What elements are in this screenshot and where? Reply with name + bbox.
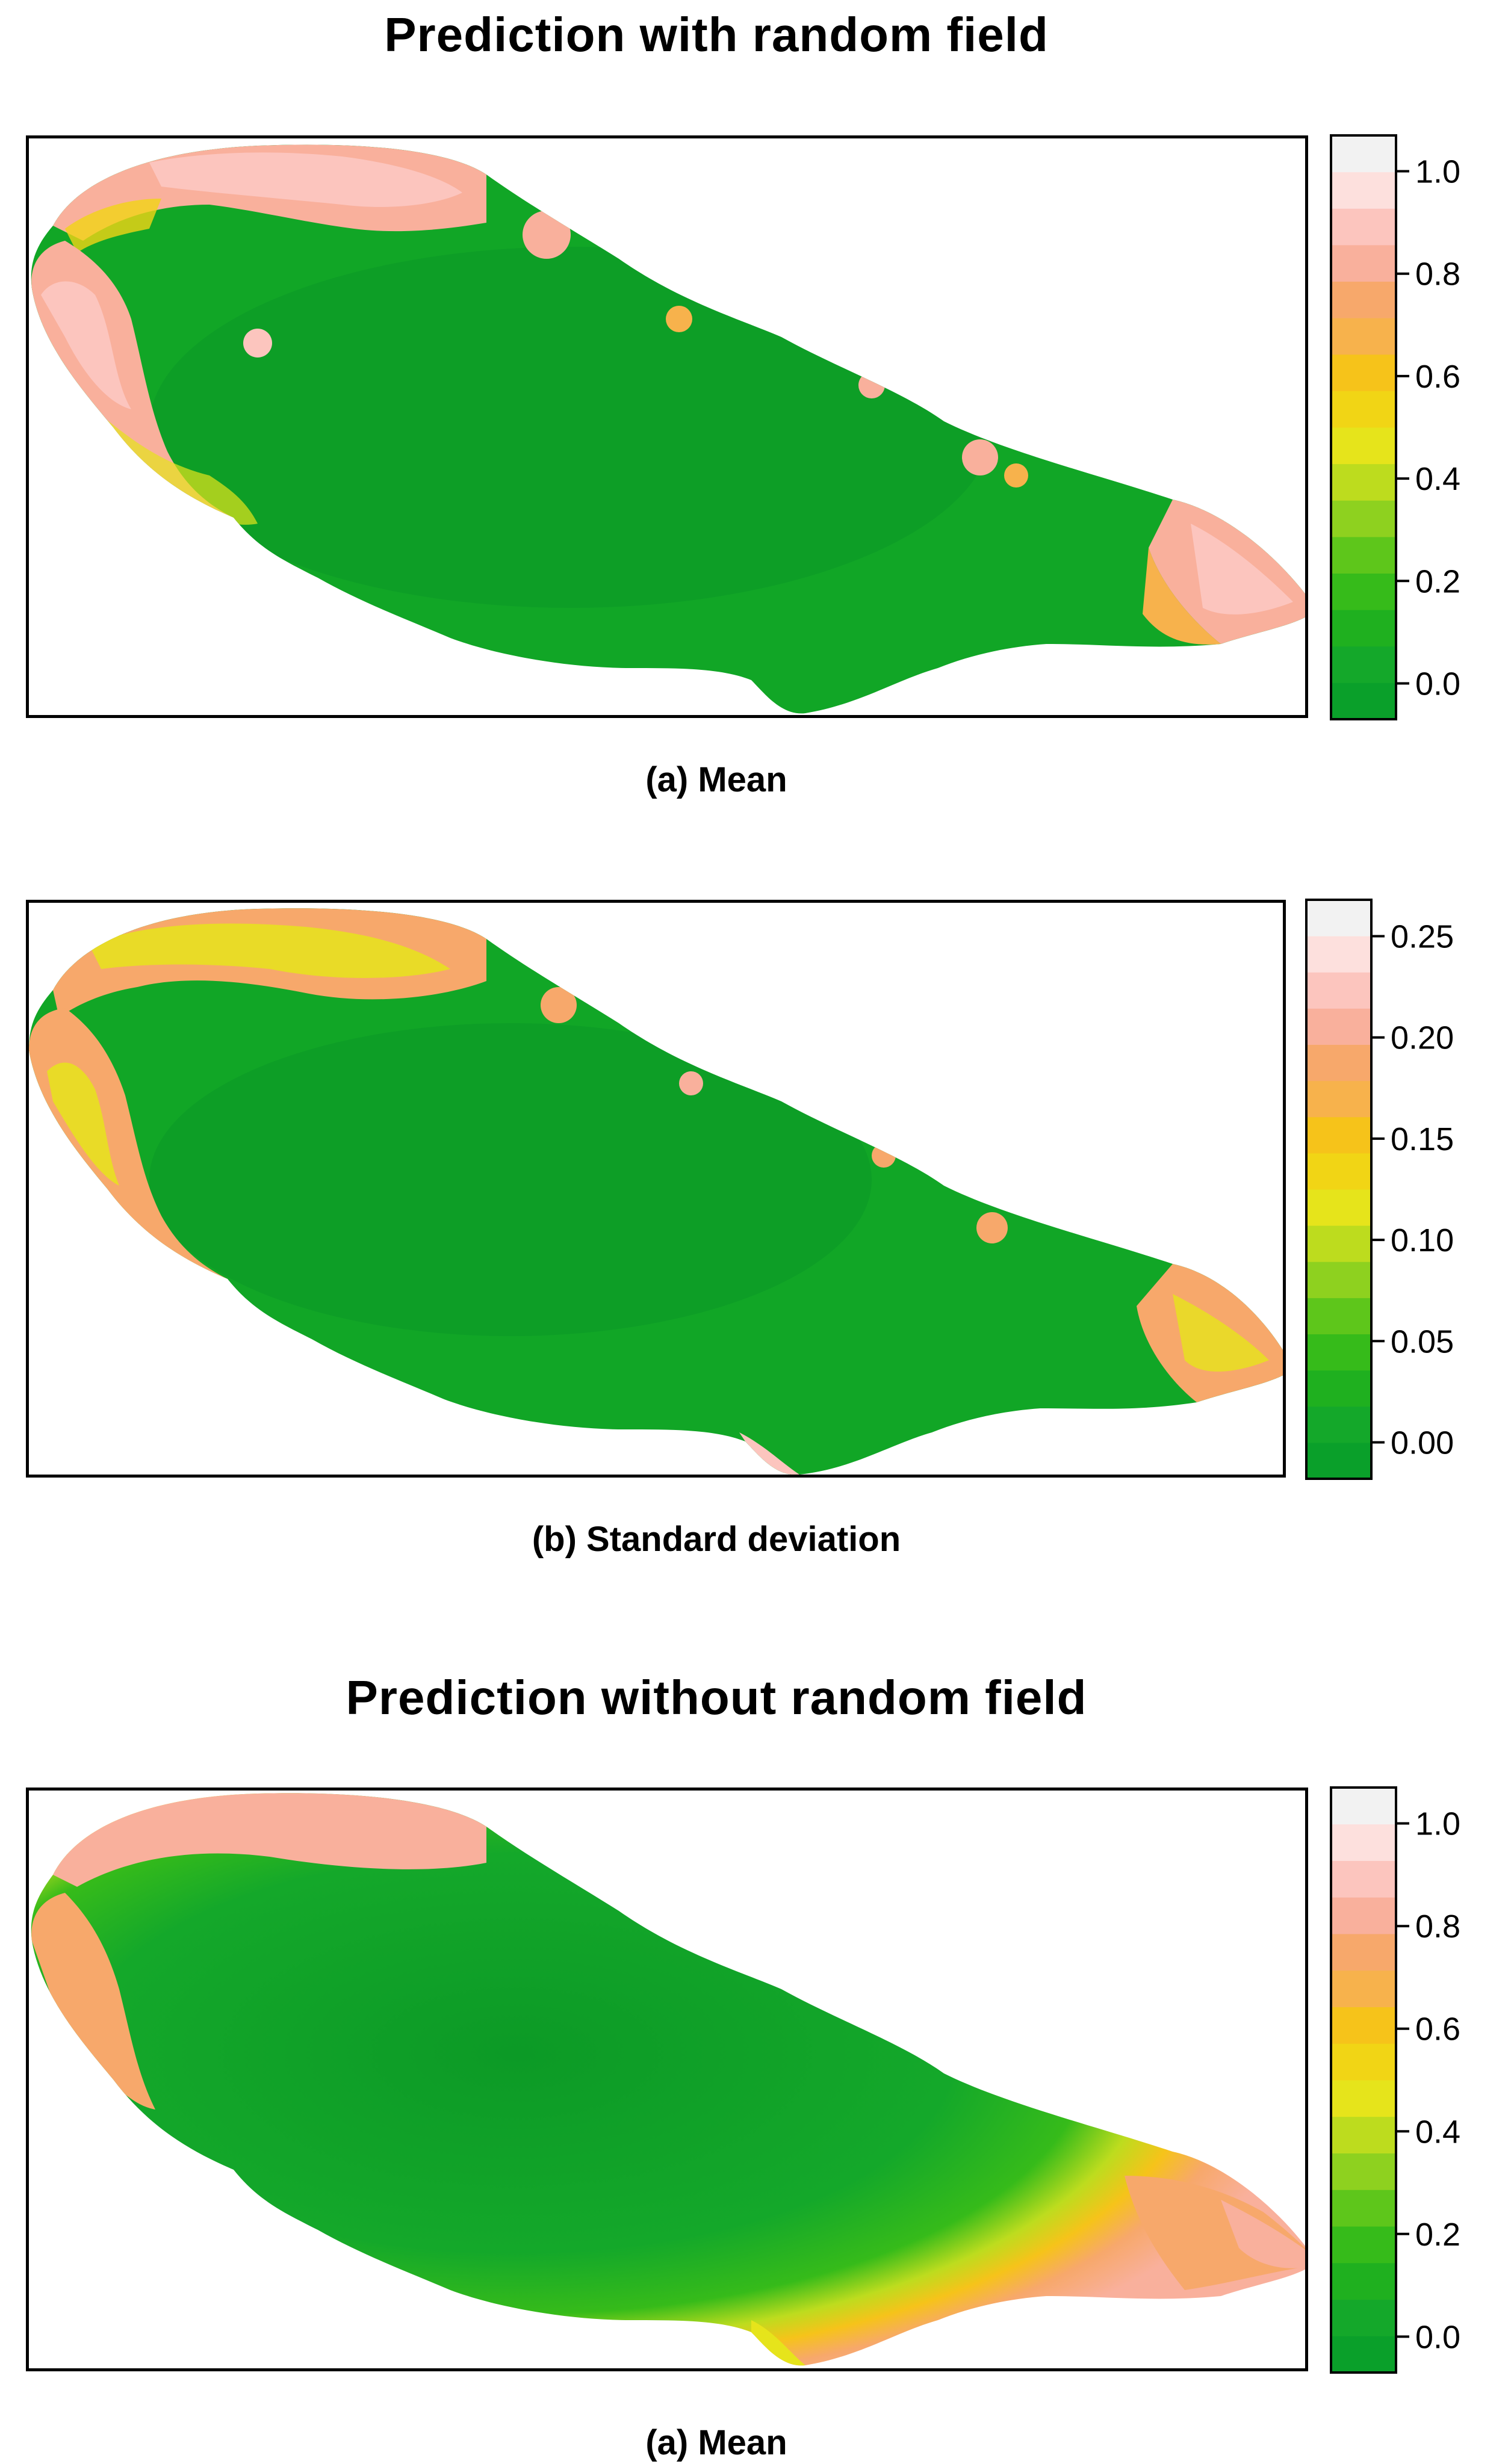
colorbar-segment <box>1331 135 1396 173</box>
colorbar-tick-label: 0.00 <box>1391 1425 1454 1461</box>
colorbar: 1.0 0.8 0.6 0.4 0.2 0.0 <box>1330 134 1460 720</box>
colorbar-segment <box>1306 1406 1371 1443</box>
panel-caption: (b) Standard deviation <box>532 1520 901 1559</box>
colorbar-frame <box>1330 134 1397 720</box>
colorbar-segment <box>1331 2007 1396 2044</box>
colorbar-segment <box>1331 1788 1396 1825</box>
colorbar-legend: 0.25 0.20 0.15 0.10 0.05 0.00 <box>1305 899 1505 1482</box>
colorbar-tick-label: 0.8 <box>1415 256 1460 293</box>
colorbar-segment <box>1306 936 1371 973</box>
colorbar-segment <box>1331 610 1396 647</box>
colorbar-segment <box>1306 1008 1371 1045</box>
colorbar-legend: 1.0 0.8 0.6 0.4 0.2 0.0 <box>1330 1786 1511 2376</box>
colorbar-segment <box>1331 2153 1396 2190</box>
colorbar-segment <box>1331 1934 1396 1971</box>
colorbar-segment <box>1306 1080 1371 1118</box>
colorbar-segment <box>1331 244 1396 282</box>
colorbar-tick-label: 0.0 <box>1415 666 1460 702</box>
colorbar-tick-label: 0.4 <box>1415 2114 1460 2150</box>
panel-caption: (a) Mean <box>645 2423 787 2462</box>
colorbar-segment <box>1331 2226 1396 2264</box>
colorbar-segment <box>1331 2190 1396 2227</box>
colorbar-segment <box>1331 536 1396 574</box>
panel-caption: (a) Mean <box>645 760 787 799</box>
colorbar-segment <box>1306 972 1371 1009</box>
colorbar-segment <box>1331 1897 1396 1934</box>
colorbar-segment <box>1331 2336 1396 2373</box>
colorbar-segment <box>1331 683 1396 720</box>
map-plot-area <box>26 135 1308 718</box>
colorbar-tick-label: 0.20 <box>1391 1020 1454 1056</box>
section-title-without-random-field: Prediction without random field <box>346 1671 1087 1724</box>
colorbar-tick-label: 0.4 <box>1415 461 1460 497</box>
colorbar-segment <box>1331 463 1396 501</box>
colorbar-segment <box>1306 900 1371 936</box>
colorbar: 1.0 0.8 0.6 0.4 0.2 0.0 <box>1330 1786 1460 2374</box>
map-plot-area <box>26 900 1286 1478</box>
map-plot-area <box>26 1788 1308 2371</box>
colorbar-segment <box>1331 2116 1396 2153</box>
colorbar-tick-label: 0.15 <box>1391 1121 1454 1157</box>
lake-map <box>31 1793 1305 2366</box>
colorbar-segment <box>1331 2262 1396 2300</box>
colorbar-segment <box>1306 1044 1371 1082</box>
section-title-with-random-field: Prediction with random field <box>384 8 1049 61</box>
colorbar-segment <box>1331 172 1396 209</box>
colorbar-tick-label: 0.2 <box>1415 2217 1460 2253</box>
colorbar-segment <box>1331 208 1396 246</box>
colorbar-segment <box>1306 1370 1371 1407</box>
colorbar: 0.25 0.20 0.15 0.10 0.05 0.00 <box>1305 899 1454 1480</box>
colorbar-tick-label: 0.25 <box>1391 919 1454 955</box>
colorbar-segment <box>1306 1225 1371 1262</box>
colorbar-segment <box>1331 1824 1396 1861</box>
colorbar-segment <box>1306 1189 1371 1226</box>
colorbar-segment <box>1331 2080 1396 2117</box>
colorbar-frame <box>1305 899 1373 1480</box>
lake-map <box>31 144 1305 714</box>
colorbar-legend: 1.0 0.8 0.6 0.4 0.2 0.0 <box>1330 134 1511 722</box>
colorbar-segment <box>1331 391 1396 428</box>
colorbar-tick-label: 1.0 <box>1415 154 1460 190</box>
colorbar-segment <box>1306 1261 1371 1298</box>
lake-map <box>29 908 1283 1475</box>
colorbar-segment <box>1331 2299 1396 2336</box>
colorbar-segment <box>1331 318 1396 355</box>
colorbar-tick-label: 0.0 <box>1415 2319 1460 2355</box>
colorbar-frame <box>1330 1786 1397 2374</box>
colorbar-segment <box>1331 354 1396 391</box>
colorbar-segment <box>1306 1298 1371 1334</box>
colorbar-tick-label: 0.6 <box>1415 2011 1460 2048</box>
colorbar-tick-label: 0.8 <box>1415 1908 1460 1945</box>
colorbar-segment <box>1331 573 1396 610</box>
colorbar-segment <box>1331 1970 1396 2007</box>
colorbar-segment <box>1331 646 1396 683</box>
colorbar-tick-label: 0.2 <box>1415 563 1460 599</box>
colorbar-tick-label: 0.6 <box>1415 359 1460 395</box>
colorbar-segment <box>1306 1153 1371 1190</box>
colorbar-tick-label: 0.10 <box>1391 1222 1454 1258</box>
colorbar-segment <box>1306 1116 1371 1154</box>
colorbar-segment <box>1306 1442 1371 1479</box>
colorbar-segment <box>1331 281 1396 318</box>
colorbar-segment <box>1331 2043 1396 2081</box>
colorbar-segment <box>1306 1334 1371 1371</box>
colorbar-segment <box>1331 1860 1396 1898</box>
colorbar-segment <box>1331 427 1396 465</box>
colorbar-tick-label: 1.0 <box>1415 1806 1460 1842</box>
colorbar-tick-label: 0.05 <box>1391 1323 1454 1360</box>
colorbar-segment <box>1331 500 1396 537</box>
